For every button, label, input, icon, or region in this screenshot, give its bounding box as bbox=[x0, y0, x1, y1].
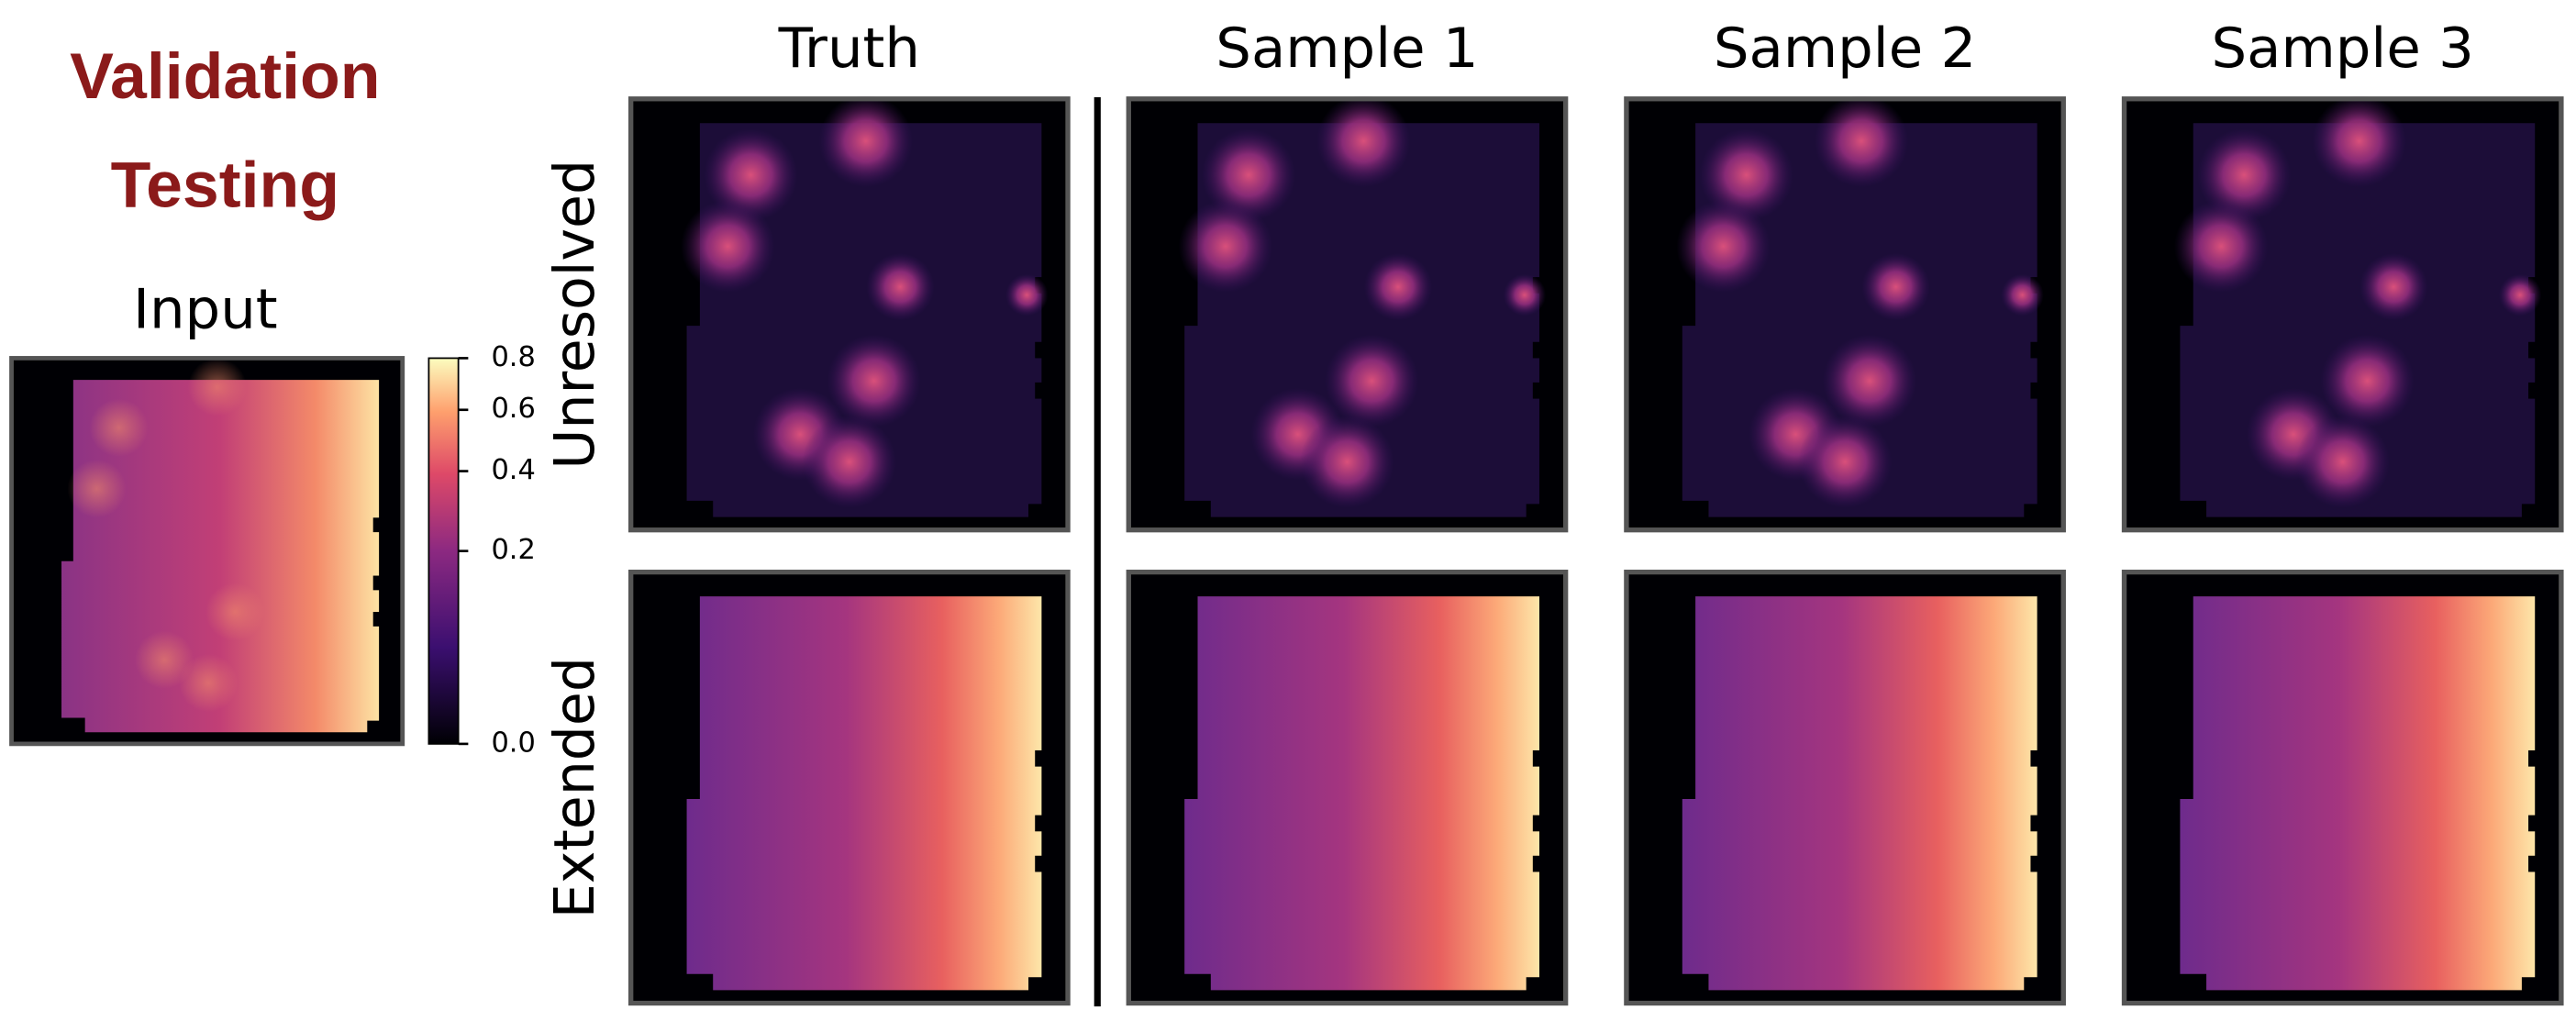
heatmap-panel bbox=[9, 356, 405, 747]
heatmap-blob bbox=[1814, 94, 1909, 188]
heatmap-panel bbox=[1624, 569, 2066, 1006]
colorbar-tick-label: 0.0 bbox=[491, 727, 535, 760]
mask-notch bbox=[1532, 341, 1547, 359]
heatmap-blob bbox=[2498, 273, 2542, 316]
mask-notch bbox=[2528, 341, 2542, 359]
heatmap-blob bbox=[681, 200, 775, 294]
heatmap-blob bbox=[1316, 94, 1411, 188]
heatmap-panel bbox=[2121, 94, 2564, 533]
mask-notch bbox=[372, 517, 385, 533]
mask-notch bbox=[1532, 749, 1547, 767]
panel-frame bbox=[2121, 96, 2564, 533]
heatmap-blob bbox=[1325, 334, 1419, 427]
colorbar-tick-label: 0.4 bbox=[491, 454, 535, 486]
mask-notch bbox=[1532, 815, 1547, 832]
heatmap-blob bbox=[67, 460, 127, 518]
heatmap-blob bbox=[1503, 273, 1547, 316]
heatmap-blob bbox=[2295, 415, 2390, 509]
heatmap-panel bbox=[1126, 94, 1569, 533]
mask-notch bbox=[2030, 855, 2044, 872]
heatmap-blob bbox=[802, 415, 897, 509]
mask-notch bbox=[2030, 815, 2044, 832]
column-header: Sample 1 bbox=[1216, 17, 1478, 81]
heatmap-field bbox=[686, 596, 1042, 991]
heatmap-blob bbox=[205, 583, 265, 641]
heatmap-blob bbox=[2173, 200, 2269, 294]
heatmap-blob bbox=[827, 334, 921, 427]
mask-notch bbox=[1035, 815, 1049, 832]
title-line: Validation bbox=[70, 40, 380, 112]
input-label: Input bbox=[133, 278, 278, 342]
heatmap-panel bbox=[627, 569, 1071, 1006]
mask-notch bbox=[1532, 382, 1547, 399]
panel-frame bbox=[2121, 569, 2564, 1006]
heatmap-blob bbox=[2312, 94, 2406, 188]
heatmap-field bbox=[2180, 596, 2536, 991]
mask-notch bbox=[372, 575, 385, 591]
mask-notch bbox=[1035, 341, 1049, 359]
heatmap-blob bbox=[704, 128, 798, 222]
heatmap-blob bbox=[1676, 200, 1771, 294]
colorbar bbox=[427, 357, 460, 745]
heatmap-blob bbox=[2320, 334, 2415, 427]
colorbar-tick-label: 0.6 bbox=[491, 393, 535, 425]
panel-frame bbox=[1126, 569, 1569, 1006]
mask-notch bbox=[1035, 382, 1049, 399]
column-header: Truth bbox=[778, 17, 920, 81]
heatmap-blob bbox=[1178, 200, 1273, 294]
heatmap-blob bbox=[866, 252, 935, 321]
heatmap-blob bbox=[1363, 252, 1433, 321]
heatmap-blob bbox=[1699, 128, 1793, 222]
panel-frame bbox=[627, 569, 1071, 1006]
panel-frame bbox=[627, 96, 1071, 533]
heatmap-field bbox=[1682, 596, 2037, 991]
title-line: Testing bbox=[111, 150, 339, 221]
heatmap-blob bbox=[1861, 252, 1930, 321]
heatmap-blob bbox=[2001, 273, 2044, 316]
heatmap-blob bbox=[818, 94, 913, 188]
heatmap-blob bbox=[135, 630, 194, 689]
heatmap-panel bbox=[2121, 569, 2564, 1006]
heatmap-blob bbox=[1201, 128, 1296, 222]
row-label: Extended bbox=[543, 657, 607, 918]
heatmap-field bbox=[1184, 596, 1539, 991]
panel-frame bbox=[1126, 96, 1569, 533]
colorbar-tick-label: 0.8 bbox=[491, 341, 535, 373]
mask-notch bbox=[2528, 382, 2542, 399]
heatmap-blob bbox=[187, 358, 247, 416]
mask-notch bbox=[2030, 341, 2044, 359]
heatmap-panel bbox=[1126, 569, 1569, 1006]
panel-frame bbox=[1624, 96, 2066, 533]
heatmap-blob bbox=[1005, 273, 1049, 316]
mask-notch bbox=[2528, 749, 2542, 767]
heatmap-blob bbox=[1822, 334, 1917, 427]
heatmap-panel bbox=[1624, 94, 2066, 533]
mask-notch bbox=[1035, 749, 1049, 767]
mask-notch bbox=[1532, 855, 1547, 872]
column-header: Sample 3 bbox=[2212, 17, 2474, 81]
mask-notch bbox=[372, 612, 385, 627]
heatmap-blob bbox=[179, 653, 239, 713]
mask-notch bbox=[2528, 815, 2542, 832]
colorbar-tick-label: 0.2 bbox=[491, 534, 535, 566]
panel-frame bbox=[9, 356, 405, 747]
mask-notch bbox=[2528, 855, 2542, 872]
mask-notch bbox=[1035, 855, 1049, 872]
row-label: Unresolved bbox=[543, 160, 607, 470]
mask-notch bbox=[2030, 382, 2044, 399]
heatmap-panel bbox=[627, 94, 1071, 533]
mask-notch bbox=[2030, 749, 2044, 767]
heatmap-blob bbox=[1300, 415, 1394, 509]
panel-frame bbox=[1624, 569, 2066, 1006]
heatmap-blob bbox=[1797, 415, 1893, 509]
heatmap-blob bbox=[2197, 128, 2292, 222]
heatmap-blob bbox=[89, 398, 149, 457]
heatmap-blob bbox=[2359, 252, 2428, 321]
column-header: Sample 2 bbox=[1714, 17, 1976, 81]
